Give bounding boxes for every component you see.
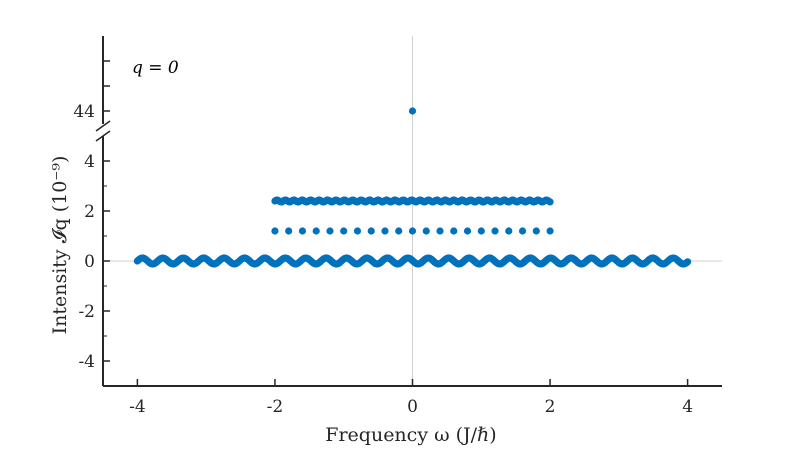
data-point bbox=[422, 227, 430, 235]
reference-lines bbox=[103, 36, 722, 386]
axes bbox=[95, 36, 722, 387]
axis-break-mark-upper bbox=[95, 120, 111, 132]
x-tick-label: -4 bbox=[129, 397, 146, 417]
y-tick-label: 0 bbox=[84, 252, 95, 272]
data-point bbox=[546, 198, 554, 206]
data-point bbox=[532, 227, 540, 235]
x-tick-label: 0 bbox=[407, 397, 418, 417]
data-point bbox=[395, 227, 403, 235]
y-tick-label: -2 bbox=[78, 302, 95, 322]
x-axis-label: Frequency ω (J/ℏ) bbox=[325, 424, 496, 446]
data-point bbox=[408, 227, 417, 235]
y-tick-label: 4 bbox=[84, 152, 95, 172]
data-point bbox=[436, 227, 444, 235]
x-tick-label: -2 bbox=[267, 397, 284, 417]
data-point bbox=[477, 227, 485, 235]
y-axis-label: Intensity 𝓘q (10⁻⁹) bbox=[49, 156, 71, 335]
data-point bbox=[505, 227, 513, 235]
data-point bbox=[340, 227, 348, 235]
data-point bbox=[285, 227, 293, 235]
data-point bbox=[326, 227, 334, 235]
data-point bbox=[381, 227, 389, 235]
data-point bbox=[312, 227, 320, 235]
x-tick-label: 4 bbox=[682, 397, 693, 417]
chart-annotation: q = 0 bbox=[132, 58, 179, 78]
y-tick-label-upper: 44 bbox=[73, 102, 95, 122]
data-point bbox=[408, 107, 417, 115]
data-point bbox=[298, 227, 307, 235]
data-point bbox=[546, 227, 554, 235]
y-tick-label: 2 bbox=[84, 202, 95, 222]
data-point bbox=[684, 258, 692, 266]
data-point bbox=[463, 227, 472, 235]
data-point bbox=[491, 227, 499, 235]
data-point bbox=[450, 227, 458, 235]
data-series bbox=[133, 107, 692, 268]
x-tick-label: 2 bbox=[545, 397, 556, 417]
axis-break-mark-lower bbox=[95, 130, 111, 142]
y-tick-label: -4 bbox=[78, 352, 95, 372]
data-point bbox=[271, 227, 279, 235]
data-point bbox=[353, 227, 362, 235]
data-point bbox=[518, 227, 527, 235]
data-point bbox=[367, 227, 375, 235]
